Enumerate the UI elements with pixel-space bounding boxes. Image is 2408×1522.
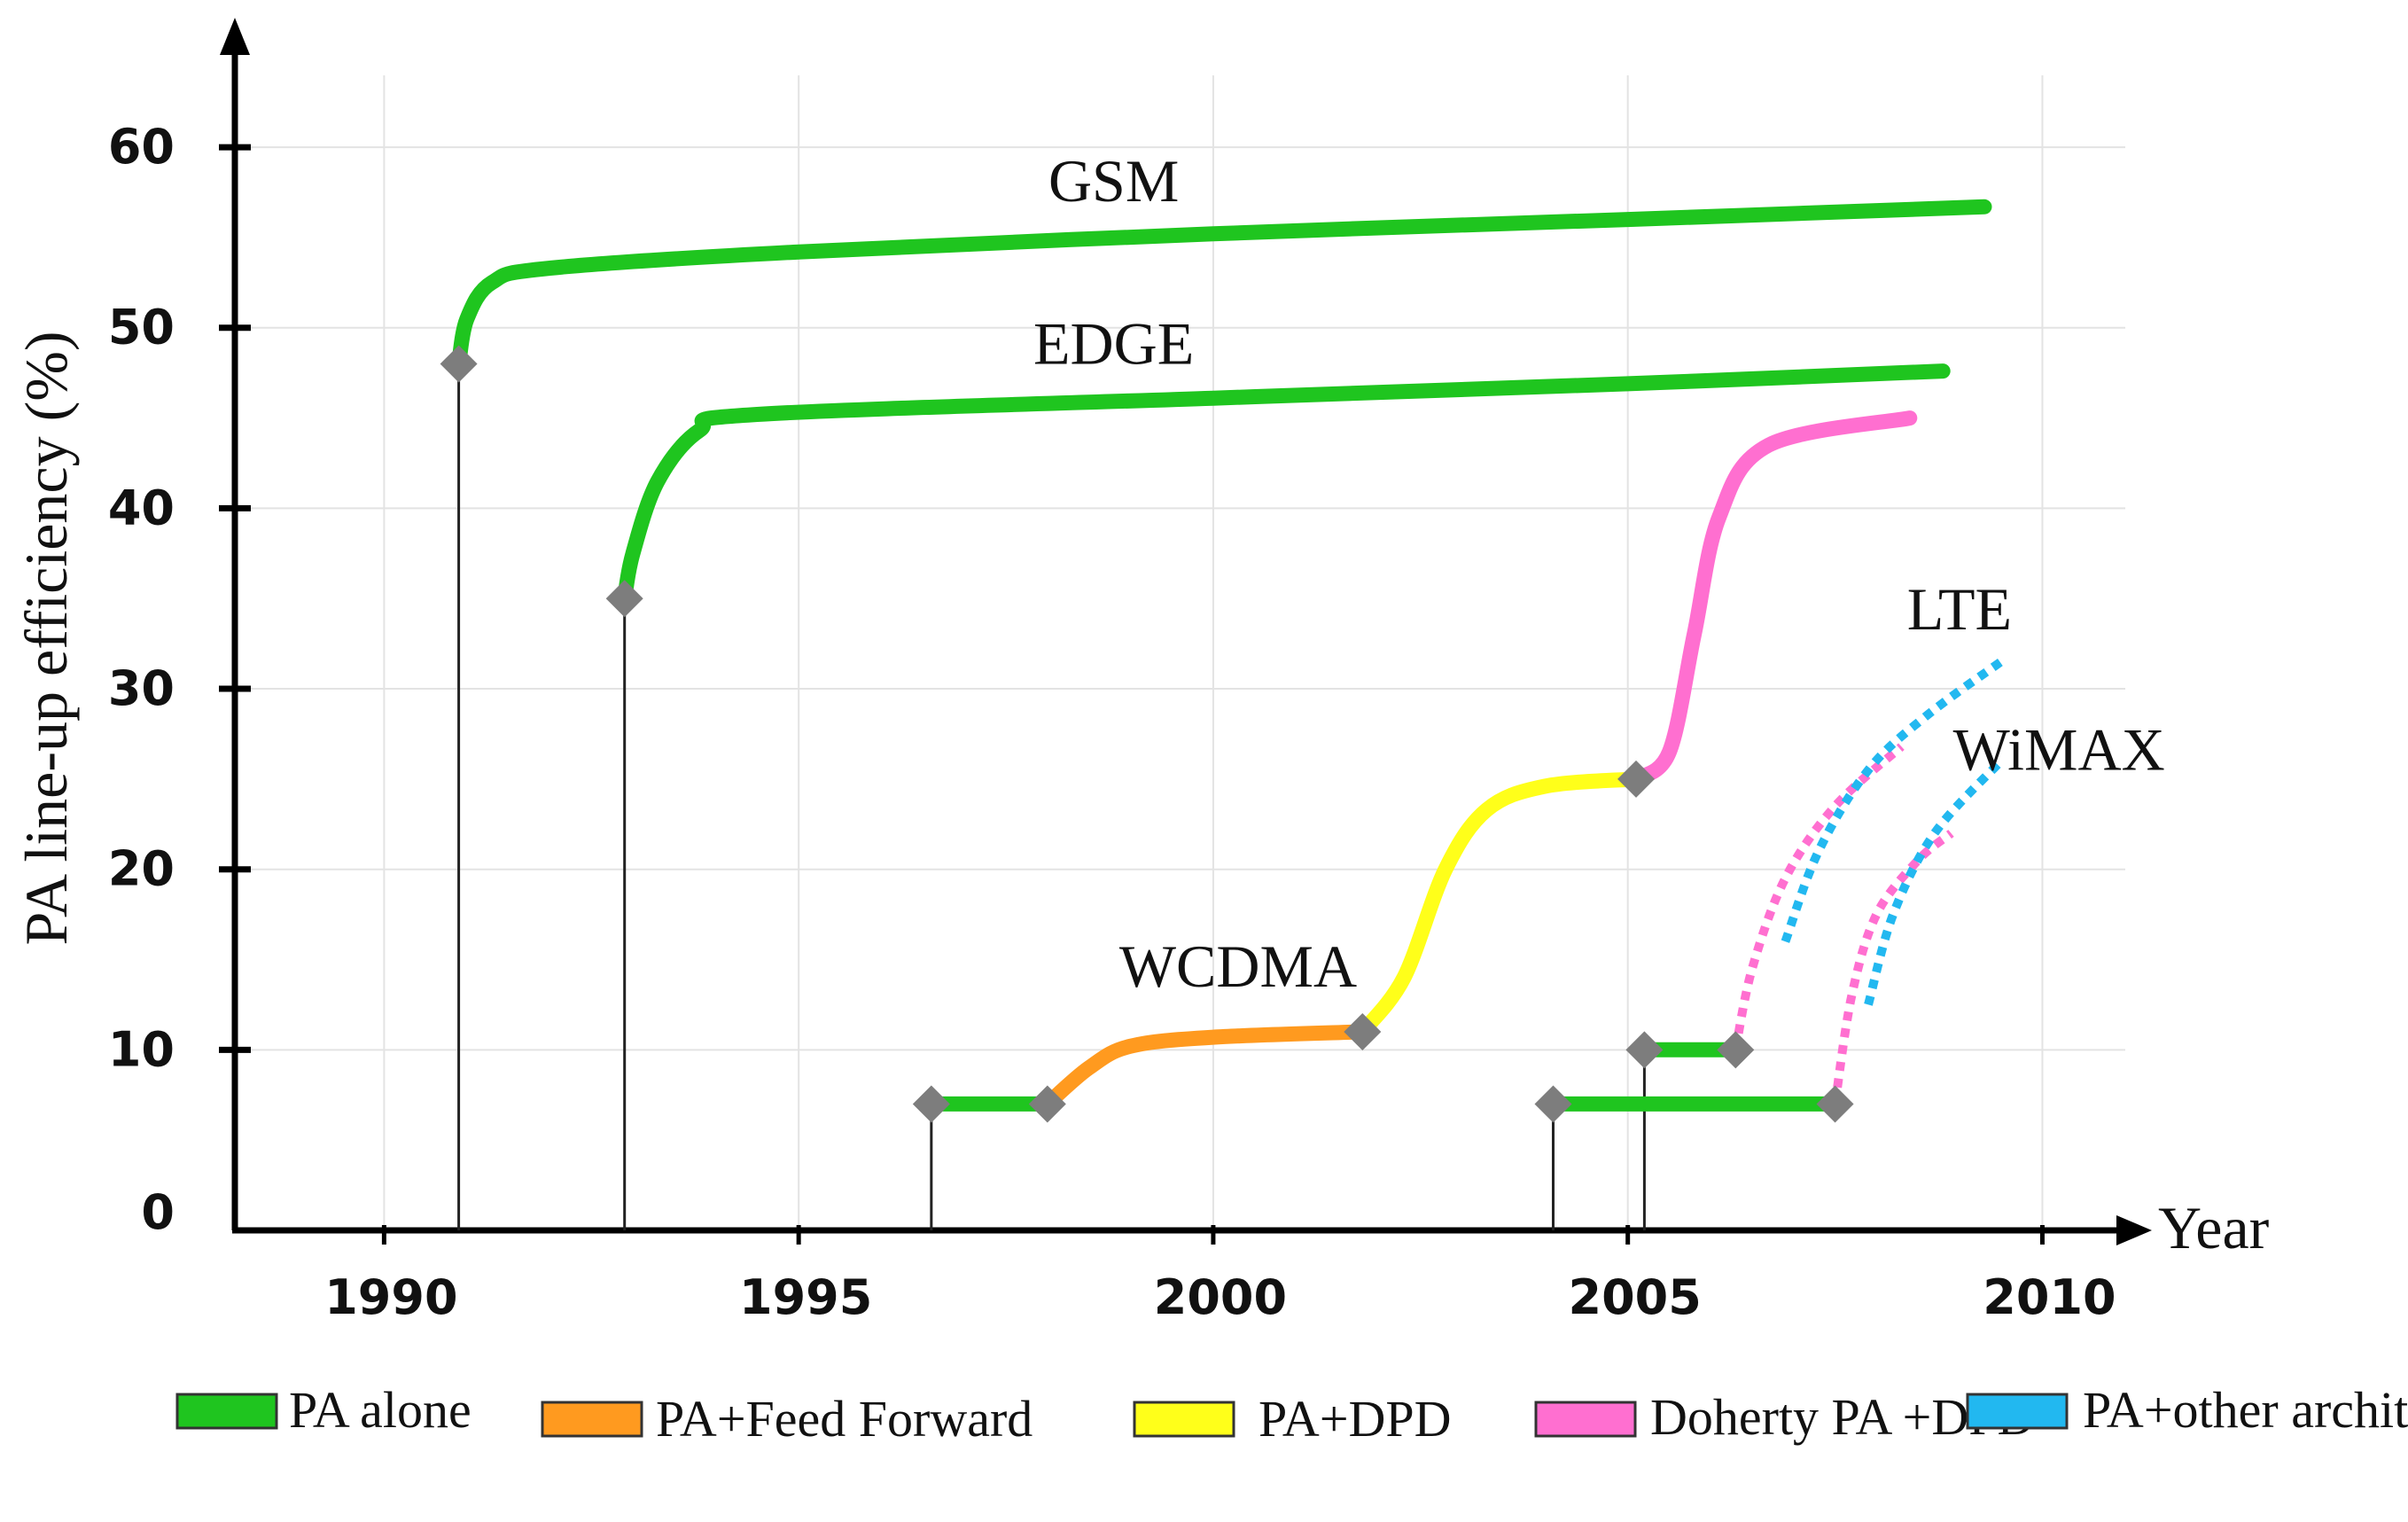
legend-label-pa-alone: PA alone	[289, 1381, 471, 1439]
legend-swatch-dpd	[1133, 1401, 1235, 1438]
diamond-marker-9	[1816, 1085, 1854, 1123]
series-line-edge	[617, 363, 1951, 606]
diamond-marker-7	[1717, 1031, 1755, 1069]
legend-label-other: PA+other architectures	[2083, 1381, 2408, 1439]
legend-item-pa-alone: PA alone	[175, 1381, 471, 1439]
drop-lines	[457, 363, 1646, 1230]
y-tick-label-60: 60	[108, 119, 175, 175]
x-tick-label-1995: 1995	[739, 1269, 872, 1325]
x-axis-arrow	[2116, 1215, 2152, 1245]
series-line-gsm	[451, 199, 1992, 371]
series-line-wimax-doherty	[1830, 830, 1954, 1105]
series-label-edge: EDGE	[1033, 309, 1194, 377]
series-line-wcdma-doherty	[1628, 410, 1918, 787]
legend: PA alone PA+Feed Forward PA+DPD Doherty …	[175, 1381, 2408, 1448]
series-label-wcdma: WCDMA	[1119, 933, 1357, 1000]
series-line-wcdma-dpd	[1354, 771, 1644, 1040]
series-label-lte: LTE	[1907, 575, 2012, 643]
series-label-gsm: GSM	[1048, 147, 1179, 215]
x-tick-label-1990: 1990	[324, 1269, 457, 1325]
legend-item-other: PA+other architectures	[1966, 1381, 2408, 1439]
x-tick-label-2005: 2005	[1569, 1269, 1702, 1325]
y-ticks: 0 10 20 30 40 50 60	[108, 119, 251, 1240]
x-tick-label-2010: 2010	[1983, 1269, 2116, 1325]
diamond-marker-2	[912, 1085, 950, 1123]
series-line-wcdma-feed-forward	[1040, 1024, 1370, 1112]
y-tick-label-10: 10	[108, 1021, 175, 1077]
legend-label-dpd: PA+DPD	[1259, 1390, 1452, 1448]
series-annotations: GSM EDGE WCDMA LTE WiMAX	[1033, 147, 2165, 1000]
y-axis-arrow	[220, 18, 250, 55]
grid-lines	[235, 75, 2125, 1230]
y-tick-label-40: 40	[108, 480, 175, 535]
legend-item-feed-forward: PA+Feed Forward	[541, 1390, 1033, 1448]
series-line-wimax	[1864, 758, 2005, 1006]
diamond-marker-3	[1028, 1085, 1066, 1123]
series-line-lte-doherty	[1731, 743, 1905, 1051]
x-tick-label-2000: 2000	[1154, 1269, 1287, 1325]
series-markers	[440, 345, 1854, 1123]
x-ticks: 1990 1995 2000 2005 2010	[324, 1225, 2116, 1325]
y-tick-label-30: 30	[108, 660, 175, 716]
series-lines	[451, 199, 2005, 1112]
diamond-marker-4	[1344, 1012, 1382, 1050]
legend-swatch-pa-alone	[175, 1393, 278, 1430]
y-tick-label-20: 20	[108, 841, 175, 897]
legend-swatch-feed-forward	[541, 1401, 643, 1438]
legend-item-dpd: PA+DPD	[1133, 1390, 1452, 1448]
y-tick-label-0: 0	[141, 1184, 175, 1240]
legend-label-feed-forward: PA+Feed Forward	[656, 1390, 1033, 1448]
y-tick-label-50: 50	[108, 300, 175, 355]
y-axis-title: PA line-up efficiency (%)	[12, 331, 80, 945]
diamond-marker-8	[1534, 1085, 1572, 1123]
diamond-marker-5	[1617, 760, 1656, 798]
legend-swatch-doherty	[1534, 1401, 1637, 1438]
x-axis-title: Year	[2158, 1194, 2270, 1261]
legend-item-doherty: Doherty PA +DPD	[1534, 1388, 2034, 1446]
series-label-wimax: WiMAX	[1953, 716, 2165, 784]
legend-swatch-other	[1966, 1393, 2069, 1430]
series-line-lte	[1781, 658, 2004, 943]
diamond-marker-1	[605, 580, 643, 618]
diamond-marker-6	[1625, 1031, 1664, 1069]
diamond-marker-0	[440, 345, 478, 383]
axes	[220, 18, 2152, 1245]
